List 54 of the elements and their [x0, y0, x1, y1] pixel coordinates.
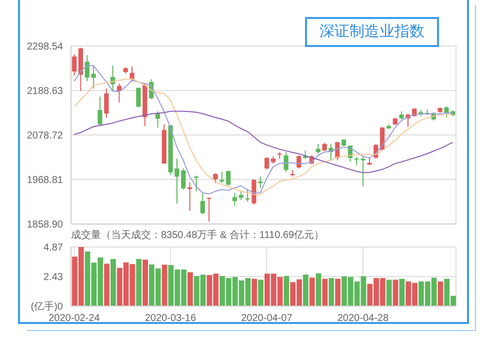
- chart-title: 成交量（当天成交：8350.48万手 & 合计：1110.69亿元）: [71, 228, 324, 242]
- candlestick: [84, 54, 90, 82]
- x-tick-label: 2020-02-24: [48, 313, 100, 324]
- x-tick-label: 2020-04-07: [241, 313, 293, 324]
- y-tick-label: (亿手)0: [30, 300, 64, 313]
- y-tick-label: 2.43: [44, 272, 64, 284]
- bar: [322, 278, 328, 306]
- candlestick: [258, 176, 263, 189]
- bar: [258, 280, 264, 306]
- candlestick: [232, 192, 238, 206]
- x-tick-label: 2020-03-16: [144, 313, 196, 324]
- bar: [328, 278, 334, 306]
- candlestick: [245, 189, 250, 202]
- bar: [386, 280, 392, 306]
- bar: [142, 260, 148, 306]
- y-tick-label: 4.87: [44, 242, 64, 254]
- candlestick: [220, 171, 224, 184]
- candlestick: [155, 110, 160, 128]
- x-tick-label: 2020-04-28: [337, 313, 389, 324]
- bar: [399, 278, 405, 306]
- bar: [136, 258, 142, 306]
- y-tick-label: 2188.63: [26, 86, 64, 98]
- bar: [335, 278, 340, 306]
- bar: [284, 276, 290, 306]
- y-tick-label: 2298.54: [26, 42, 64, 53]
- candlestick: [194, 175, 199, 192]
- bar: [309, 278, 315, 306]
- line-series: [74, 110, 454, 174]
- bar: [188, 272, 193, 306]
- chart-title: 深证制造业指数: [305, 17, 439, 47]
- bar: [252, 278, 258, 306]
- y-tick-label: 1968.81: [26, 175, 64, 186]
- y-tick-label: 1858.90: [26, 220, 64, 231]
- bar: [438, 281, 444, 306]
- candlestick: [264, 156, 270, 170]
- candlestick: [206, 196, 212, 222]
- bar: [316, 273, 322, 306]
- y-tick-label: 2078.72: [26, 130, 64, 142]
- bar: [110, 258, 116, 306]
- candlestick: [284, 152, 288, 172]
- bar: [162, 264, 168, 306]
- candlestick: [296, 154, 302, 169]
- candlestick: [104, 88, 109, 118]
- bar: [104, 264, 110, 306]
- bar: [303, 274, 308, 306]
- candlestick: [360, 156, 366, 187]
- candlestick: [200, 193, 205, 215]
- candlestick: [98, 96, 102, 126]
- candlestick: [136, 87, 141, 108]
- bar: [392, 280, 398, 306]
- candlestick: [213, 172, 218, 184]
- candlestick: [316, 143, 320, 154]
- candlestick: [72, 54, 77, 76]
- candlestick: [226, 170, 231, 186]
